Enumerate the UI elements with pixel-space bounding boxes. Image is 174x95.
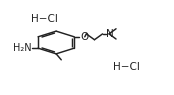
Text: O: O	[80, 32, 88, 42]
Text: N: N	[106, 29, 114, 39]
Text: H−Cl: H−Cl	[31, 14, 58, 24]
Text: H₂N: H₂N	[13, 43, 31, 53]
Text: H−Cl: H−Cl	[113, 62, 140, 72]
